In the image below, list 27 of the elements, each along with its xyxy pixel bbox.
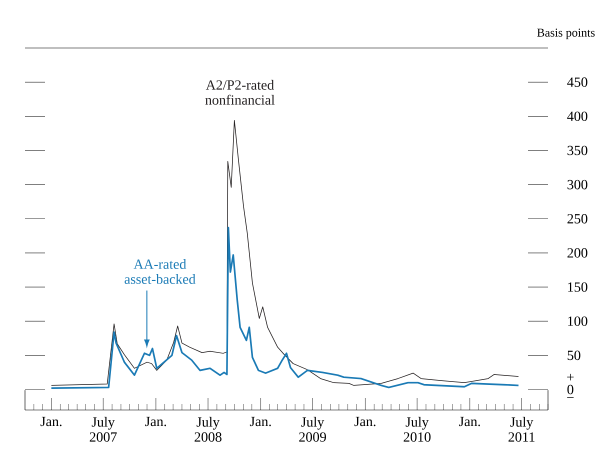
- text: A2/P2-rated nonfinancial: [205, 80, 275, 105]
- x-tick-label: Jan.: [145, 416, 166, 426]
- x-tick-label: July 2011: [508, 416, 535, 442]
- x-tick-label: July 2009: [299, 416, 326, 442]
- text: −: [567, 397, 574, 398]
- y-tick-label: 50: [568, 350, 580, 360]
- text: AA-rated asset-backed: [124, 259, 196, 284]
- y-tick-label: 450: [567, 77, 588, 87]
- text: +: [567, 374, 574, 380]
- x-tick-label: July 2007: [90, 416, 117, 442]
- x-tick-label: Jan.: [40, 416, 62, 426]
- y-tick-label: 300: [568, 180, 588, 190]
- y-tick-label: 250: [567, 214, 588, 224]
- y-tick-label: 400: [567, 112, 588, 122]
- line-series: [50, 226, 520, 389]
- y-tick-label: 350: [568, 146, 588, 156]
- y-tick-label: 100: [568, 316, 588, 326]
- y-tick-label: 200: [567, 248, 588, 258]
- y-tick-label: 0: [567, 384, 574, 394]
- x-tick-label: July 2010: [404, 416, 431, 442]
- y-tick-label: 150: [568, 282, 588, 292]
- y-axis-title: Basis points: [537, 28, 595, 40]
- x-tick-label: Jan.: [459, 416, 480, 426]
- x-tick-label: July 2008: [194, 416, 222, 442]
- line-series: [50, 120, 519, 386]
- x-tick-label: Jan.: [354, 416, 376, 426]
- x-tick-label: Jan.: [250, 416, 271, 426]
